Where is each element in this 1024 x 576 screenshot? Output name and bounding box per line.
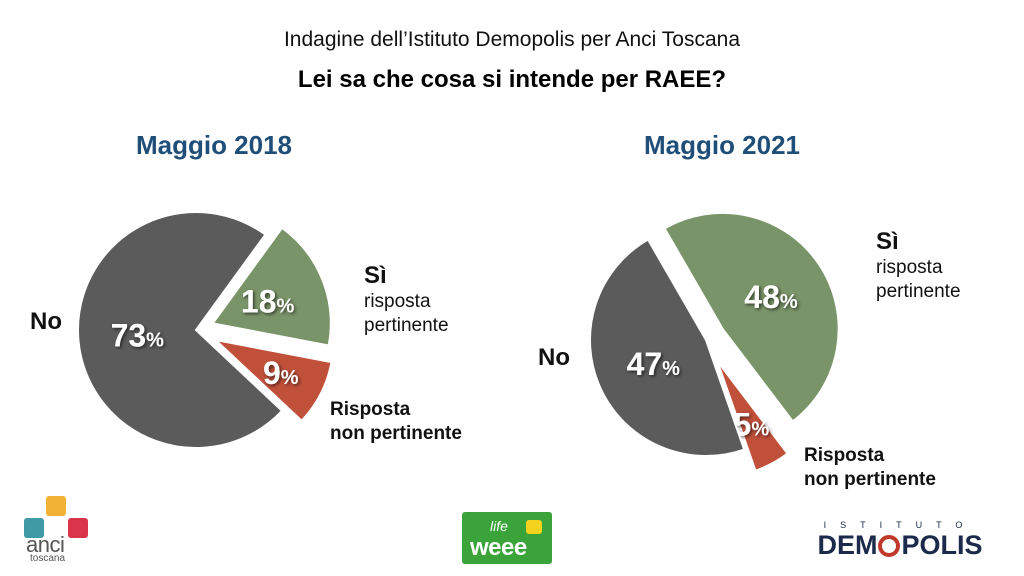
- pie-slice-2021-risposta: [716, 360, 789, 472]
- np-line1: Risposta: [804, 445, 885, 466]
- anci-toscana-logo: anci toscana: [22, 496, 92, 568]
- np-label-2021: Risposta non pertinente: [804, 444, 936, 492]
- demopolis-right: POLIS: [901, 530, 983, 560]
- logo-square-red: [68, 518, 88, 538]
- logo-square-teal: [24, 518, 44, 538]
- demopolis-logo: DEM POLIS: [798, 530, 1002, 561]
- si-title: Sì: [364, 262, 387, 289]
- survey-question: Lei sa che cosa si intende per RAEE?: [297, 66, 727, 93]
- weee-bottom-text: weee: [470, 534, 527, 561]
- no-label-2021: No: [538, 344, 570, 371]
- si-sub-line2: pertinente: [364, 315, 449, 336]
- slice-value-label: 9%: [263, 355, 299, 391]
- pie-slice-2018-risposta: [212, 338, 333, 423]
- slice-value-label: 73%: [111, 318, 165, 354]
- si-label-2021: Sì risposta pertinente: [876, 228, 961, 304]
- pie-slice-2018-si: [211, 226, 332, 347]
- demopolis-o-icon: [878, 535, 901, 557]
- demopolis-istituto-text: ISTITUTO: [823, 520, 977, 530]
- slice-value-label: 18%: [241, 284, 295, 320]
- np-line2: non pertinente: [804, 469, 936, 490]
- pie-slice-2018-no: [77, 211, 284, 449]
- no-label-2018: No: [30, 308, 62, 335]
- chart-title-2021: Maggio 2021: [643, 130, 801, 160]
- np-line2: non pertinente: [330, 423, 462, 444]
- si-label-2018: Sì risposta pertinente: [364, 262, 449, 338]
- np-label-2018: Risposta non pertinente: [330, 398, 462, 446]
- anci-wordmark: anci: [26, 532, 65, 557]
- np-line1: Risposta: [330, 399, 411, 420]
- slice-value-label: 47%: [627, 346, 681, 382]
- pie-slice-2021-si: [663, 211, 840, 423]
- weee-top-text: life: [490, 518, 508, 534]
- anci-subtext: toscana: [30, 553, 66, 564]
- pie-slice-2021-no: [589, 238, 746, 457]
- si-sub-line1: risposta: [876, 257, 943, 278]
- slice-value-label: 48%: [744, 279, 798, 315]
- survey-subtitle: Indagine dell’Istituto Demopolis per Anc…: [283, 28, 741, 51]
- demopolis-left: DEM: [817, 530, 878, 560]
- si-title: Sì: [876, 228, 899, 255]
- plug-icon: [526, 520, 542, 534]
- si-sub-line1: risposta: [364, 291, 431, 312]
- chart-title-2018: Maggio 2018: [135, 130, 293, 160]
- life-weee-logo: life weee: [462, 512, 552, 564]
- si-sub-line2: pertinente: [876, 281, 961, 302]
- logo-square-yellow: [46, 496, 66, 516]
